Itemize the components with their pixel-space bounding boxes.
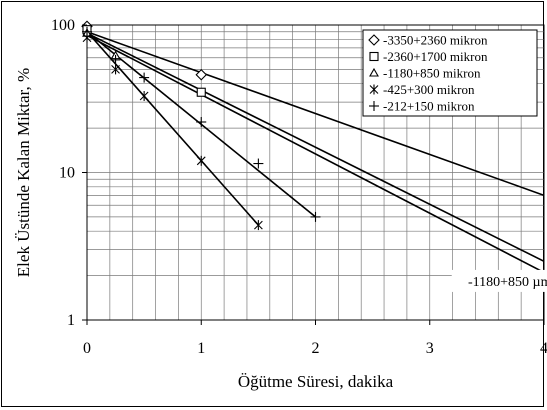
legend-marker-3	[369, 67, 379, 77]
legend: -3350+2360 mikron-2360+1700 mikron -1180+…	[362, 29, 538, 117]
legend-label-5: -212+150 mikron	[383, 99, 475, 114]
legend-label-1: -3350+2360 mikron	[383, 33, 488, 48]
point-series-4	[253, 220, 263, 231]
x-tick-label: 0	[83, 340, 91, 357]
point-series-5	[110, 54, 121, 65]
point-series-5	[82, 26, 92, 37]
point-series-4	[196, 155, 206, 166]
point-series-4	[111, 64, 120, 75]
y-axis-title: Elek Üstünde Kalan Miktar, %	[14, 68, 33, 277]
y-tick-label: 1	[67, 312, 75, 329]
x-tick-label: 2	[312, 340, 320, 357]
x-tick-label: 4	[540, 340, 547, 357]
point-series-5	[196, 116, 207, 127]
annotation-label: -1180+850 µm	[468, 275, 547, 290]
legend-label-2: -2360+1700 mikron	[383, 49, 488, 64]
fit-line-series-2	[86, 32, 545, 263]
data-points	[81, 20, 321, 231]
y-tick-label: 100	[51, 17, 75, 34]
point-series-1	[195, 68, 208, 81]
fit-line-series-3	[86, 34, 545, 274]
legend-marker-5	[369, 101, 379, 111]
legend-marker-4	[369, 84, 379, 95]
legend-marker-2	[369, 51, 379, 62]
x-tick-label: 1	[197, 340, 205, 357]
point-series-5	[253, 158, 264, 169]
x-tick-label: 3	[426, 340, 434, 357]
legend-label-3: -1180+850 mikron	[383, 66, 481, 81]
y-tick-label: 10	[59, 165, 75, 182]
legend-marker-1	[368, 34, 380, 46]
point-series-5	[310, 211, 321, 222]
legend-box	[362, 29, 538, 117]
fit-line-series-1	[86, 30, 545, 197]
annotation: -1180+850 µm	[451, 269, 547, 292]
point-series-5	[139, 72, 150, 83]
point-series-2	[196, 87, 206, 97]
x-axis-title: Öğütme Süresi, dakika	[238, 372, 394, 391]
legend-label-4: -425+300 mikron	[383, 82, 475, 97]
point-series-4	[139, 91, 149, 102]
